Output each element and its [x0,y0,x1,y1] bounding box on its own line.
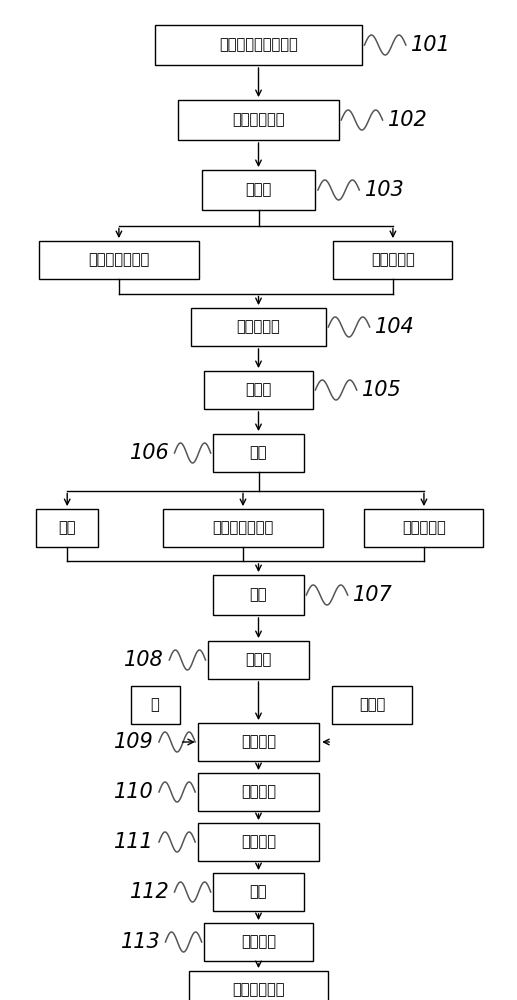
Text: 104: 104 [375,317,415,337]
Text: 113: 113 [120,932,160,952]
Bar [39,241,199,279]
Text: 水泥: 水泥 [58,520,76,536]
Text: 压制成型: 压制成型 [241,784,276,800]
Bar [364,509,483,547]
Text: 添加剂: 添加剂 [359,698,385,712]
Text: 103: 103 [364,180,404,200]
Text: 108: 108 [125,650,164,670]
Bar [178,100,339,140]
Text: 性能检验: 性能检验 [241,934,276,950]
Text: 配料: 配料 [250,587,267,602]
Text: 105: 105 [362,380,402,400]
Bar [204,923,313,961]
Text: 细粉碎: 细粉碎 [246,382,271,397]
Bar [130,686,180,724]
Bar [189,971,328,1000]
Text: 102: 102 [388,110,428,130]
Bar [36,509,98,547]
Text: 分拣去除杂质: 分拣去除杂质 [232,112,285,127]
Bar [197,773,319,811]
Bar [213,434,303,472]
Text: 炉渣粗颗粒: 炉渣粗颗粒 [371,252,415,267]
Bar [197,723,319,761]
Text: 粗粉碎: 粗粉碎 [246,182,271,198]
Text: 建筑垃圾细颗粒: 建筑垃圾细颗粒 [212,520,273,536]
Bar [202,170,315,210]
Text: 筛选: 筛选 [250,446,267,460]
Bar [332,686,413,724]
Bar [213,873,303,911]
Text: 去除金属物: 去除金属物 [237,320,280,334]
Text: 101: 101 [411,35,451,55]
Text: 建筑垃圾粗颗粒: 建筑垃圾粗颗粒 [88,252,149,267]
Bar [197,823,319,861]
Bar [204,371,313,409]
Text: 初搅拌: 初搅拌 [246,652,271,668]
Text: 106: 106 [130,443,169,463]
Bar [213,575,303,615]
Text: 免烧砖合格品: 免烧砖合格品 [232,982,285,998]
Text: 水: 水 [151,698,159,712]
Text: 110: 110 [114,782,154,802]
Bar [155,25,362,65]
Bar [163,509,323,547]
Text: 二次搅拌: 二次搅拌 [241,734,276,750]
Text: 112: 112 [130,882,169,902]
Text: 准备建筑垃圾和炉渣: 准备建筑垃圾和炉渣 [219,37,298,52]
Text: 炉渣细颗粒: 炉渣细颗粒 [402,520,446,536]
Text: 107: 107 [353,585,392,605]
Bar [333,241,452,279]
Text: 111: 111 [114,832,154,852]
Text: 检查砖坯: 检查砖坯 [241,834,276,850]
Bar [191,308,326,346]
Text: 养护: 养护 [250,884,267,900]
Bar [208,641,309,679]
Text: 109: 109 [114,732,154,752]
